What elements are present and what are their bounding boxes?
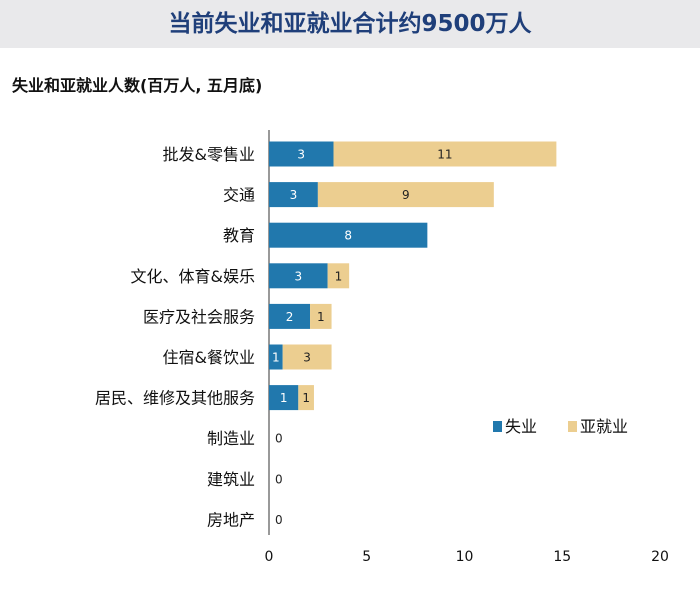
x-tick-label: 10 xyxy=(456,549,474,565)
data-label: 3 xyxy=(303,351,311,365)
page-title: 当前失业和亚就业合计约9500万人 xyxy=(168,11,532,37)
chart-title: 失业和亚就业人数(百万人, 五月底) xyxy=(12,76,263,95)
data-label: 9 xyxy=(402,188,410,202)
data-label: 3 xyxy=(290,188,298,202)
x-tick-label: 5 xyxy=(362,549,371,565)
category-label: 医疗及社会服务 xyxy=(143,307,255,326)
data-label-zero: 0 xyxy=(275,432,283,446)
category-label: 交通 xyxy=(223,186,255,205)
legend-swatch-unemployed xyxy=(493,421,502,432)
bar-segment-unemployed xyxy=(269,344,283,370)
category-label: 建筑业 xyxy=(207,470,255,489)
bar-segment-unemployed xyxy=(269,303,311,329)
category-label: 房地产 xyxy=(207,510,255,529)
bar-segment-unemployed xyxy=(269,263,328,289)
bar-segment-underemployed xyxy=(317,182,494,208)
header-band xyxy=(0,0,700,48)
x-tick-label: 15 xyxy=(553,549,571,565)
legend-label: 失业 xyxy=(505,417,537,436)
category-label: 文化、体育&娱乐 xyxy=(131,267,255,286)
bar-segment-unemployed xyxy=(269,385,299,411)
x-tick-label: 0 xyxy=(265,549,274,565)
bar-segment-unemployed xyxy=(269,141,334,167)
data-label: 2 xyxy=(286,310,294,324)
legend-swatch-underemployed xyxy=(568,421,577,432)
data-label: 3 xyxy=(297,148,305,162)
bar-segment-unemployed xyxy=(269,222,428,248)
category-label: 教育 xyxy=(223,226,255,245)
legend-label: 亚就业 xyxy=(580,417,628,436)
bar-segment-underemployed xyxy=(327,263,350,289)
data-label: 1 xyxy=(335,269,343,283)
bar-segment-unemployed xyxy=(269,182,318,208)
bar-segment-underemployed xyxy=(282,344,332,370)
x-tick-label: 20 xyxy=(651,549,669,565)
bar-segment-underemployed xyxy=(298,385,314,411)
data-label: 1 xyxy=(317,310,325,324)
category-label: 住宿&餐饮业 xyxy=(163,348,255,367)
bar-segment-underemployed xyxy=(333,141,557,167)
data-label-zero: 0 xyxy=(275,472,283,486)
data-label-zero: 0 xyxy=(275,513,283,527)
data-label: 1 xyxy=(302,391,310,405)
data-label: 3 xyxy=(295,269,303,283)
data-label: 1 xyxy=(280,391,288,405)
category-label: 批发&零售业 xyxy=(163,145,255,164)
data-label: 8 xyxy=(344,229,352,243)
category-label: 居民、维修及其他服务 xyxy=(95,389,255,408)
category-label: 制造业 xyxy=(207,429,255,448)
bar-segment-underemployed xyxy=(310,303,332,329)
data-label: 11 xyxy=(437,148,452,162)
data-label: 1 xyxy=(272,351,280,365)
